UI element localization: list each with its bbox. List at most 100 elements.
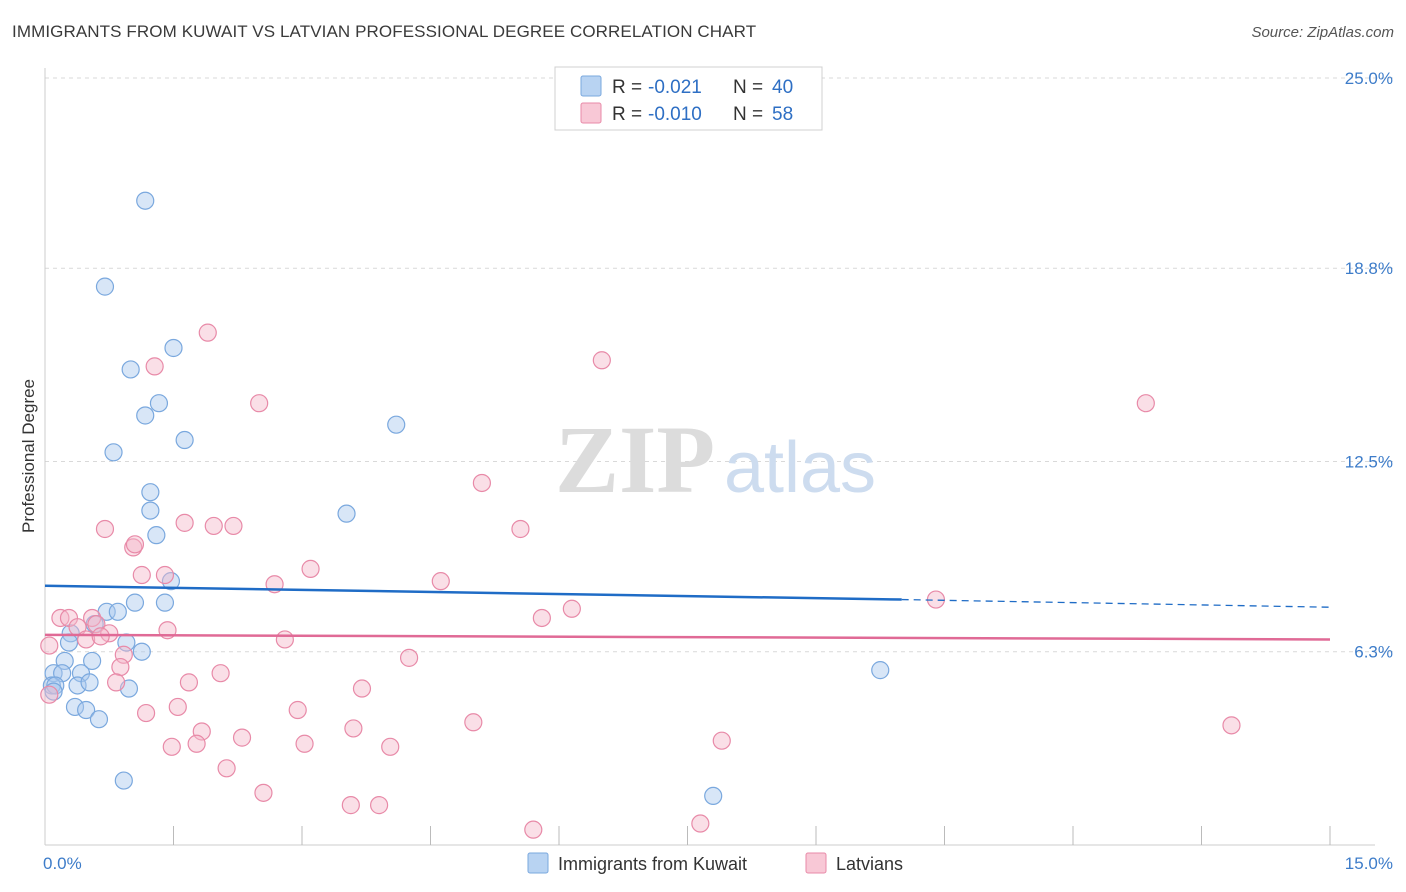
point-latvians — [592, 351, 611, 370]
point-latvians — [250, 394, 269, 413]
watermark-atlas: atlas — [724, 428, 876, 508]
stats-n-value-kuwait: 40 — [772, 77, 793, 98]
point-latvians — [224, 516, 243, 536]
y-tick-label: 12.5% — [1345, 453, 1393, 472]
point-kuwait — [141, 501, 160, 520]
point-kuwait — [136, 191, 155, 210]
point-kuwait — [108, 602, 127, 621]
point-latvians — [132, 565, 151, 585]
point-latvians — [341, 796, 360, 815]
point-latvians — [511, 519, 530, 539]
watermark-zip: ZIP — [555, 406, 715, 513]
x-tick-label: 0.0% — [43, 854, 82, 873]
point-kuwait — [132, 642, 151, 661]
legend-label-kuwait: Immigrants from Kuwait — [558, 854, 747, 874]
point-latvians — [145, 357, 164, 376]
point-latvians — [217, 759, 236, 778]
point-kuwait — [59, 633, 79, 652]
point-kuwait — [68, 676, 87, 695]
point-latvians — [344, 719, 363, 738]
point-latvians — [399, 648, 419, 667]
point-kuwait — [164, 338, 183, 358]
point-latvians — [95, 519, 115, 539]
point-latvians — [712, 731, 731, 750]
point-kuwait — [136, 406, 155, 425]
point-latvians — [431, 572, 450, 591]
point-latvians — [162, 737, 181, 756]
point-latvians — [204, 516, 223, 536]
point-kuwait — [704, 786, 723, 806]
chart-title: IMMIGRANTS FROM KUWAIT VS LATVIAN PROFES… — [12, 22, 757, 41]
point-kuwait — [77, 700, 96, 720]
stats-n-label-kuwait: N = — [733, 77, 763, 98]
point-latvians — [524, 820, 543, 839]
point-kuwait — [46, 676, 65, 695]
point-latvians — [254, 783, 273, 802]
point-latvians — [40, 636, 59, 655]
point-latvians — [168, 697, 187, 717]
point-latvians — [1222, 716, 1241, 735]
x-tick-labels: 0.0% 15.0% — [43, 854, 1393, 873]
point-latvians — [211, 664, 230, 683]
point-kuwait — [387, 415, 406, 434]
legend-swatch-latvians — [805, 852, 827, 874]
point-latvians — [532, 608, 551, 628]
point-kuwait — [337, 504, 356, 523]
point-latvians — [232, 728, 252, 747]
chart-source: Source: ZipAtlas.com — [1251, 24, 1394, 41]
point-latvians — [124, 538, 143, 557]
point-kuwait — [114, 771, 133, 790]
point-kuwait — [89, 710, 109, 729]
point-latvians — [187, 734, 206, 753]
stats-r-label-kuwait: R = — [612, 77, 642, 98]
point-kuwait — [155, 593, 175, 612]
watermark: ZIP atlas — [555, 406, 876, 513]
point-latvians — [301, 559, 320, 578]
trend-line-kuwait — [44, 584, 902, 601]
point-kuwait — [65, 697, 85, 717]
y-tick-label: 25.0% — [1345, 69, 1393, 88]
point-latvians — [1136, 394, 1155, 413]
stats-n-value-latvians: 58 — [772, 104, 793, 125]
point-latvians — [352, 679, 372, 698]
point-latvians — [691, 814, 710, 833]
point-latvians — [472, 473, 491, 493]
x-tick-label: 15.0% — [1345, 854, 1393, 873]
grid-lines — [45, 77, 1395, 653]
point-kuwait — [147, 526, 166, 545]
stats-box: R = -0.021 N = 40 R = -0.010 N = 58 — [554, 66, 823, 131]
point-latvians — [175, 513, 194, 532]
axes — [44, 68, 1375, 846]
point-latvians — [125, 535, 145, 554]
point-kuwait — [871, 661, 890, 680]
point-kuwait — [125, 593, 145, 612]
point-kuwait — [80, 673, 99, 692]
data-points — [40, 191, 1241, 839]
point-kuwait — [121, 360, 140, 379]
point-latvians — [464, 713, 483, 732]
point-latvians — [155, 565, 175, 585]
legend-label-latvians: Latvians — [836, 854, 903, 874]
point-latvians — [91, 627, 110, 646]
trend-extension-kuwait — [901, 598, 1331, 608]
y-tick-labels: 6.3% 12.5% 18.8% 25.0% — [1345, 69, 1393, 662]
point-latvians — [370, 796, 389, 815]
stats-n-label-latvians: N = — [733, 104, 763, 125]
point-latvians — [40, 685, 59, 704]
legend: Immigrants from Kuwait Latvians — [527, 852, 903, 874]
point-kuwait — [175, 430, 194, 450]
point-latvians — [136, 703, 156, 723]
point-kuwait — [61, 624, 80, 643]
y-axis-label: Professional Degree — [19, 379, 38, 533]
point-latvians — [562, 599, 581, 618]
point-latvians — [198, 323, 217, 342]
stats-r-value-kuwait: -0.021 — [648, 77, 702, 98]
stats-r-label-latvians: R = — [612, 104, 642, 125]
point-latvians — [288, 700, 307, 720]
point-kuwait — [149, 394, 169, 413]
point-kuwait — [95, 277, 115, 296]
point-latvians — [111, 657, 130, 677]
y-tick-label: 18.8% — [1345, 259, 1393, 278]
point-latvians — [179, 673, 199, 692]
